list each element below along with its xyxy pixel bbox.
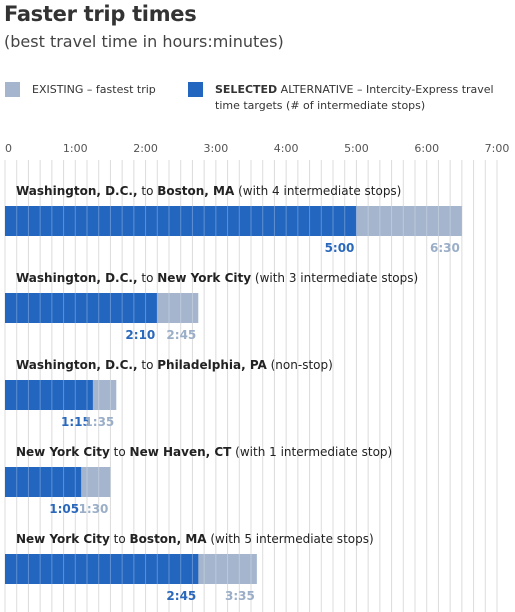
route-label-note: (non-stop) xyxy=(267,358,333,372)
value-label-selected: 2:45 xyxy=(166,589,196,603)
value-label-existing: 6:30 xyxy=(430,241,460,255)
route-label-from: Washington, D.C., xyxy=(16,184,138,198)
route-label-join: to xyxy=(138,358,158,372)
tick-label: 7:00 xyxy=(485,142,510,155)
bar-selected xyxy=(5,380,93,410)
route-label-to: New York City xyxy=(157,271,251,285)
value-label-existing: 2:45 xyxy=(166,328,196,342)
route-label-join: to xyxy=(110,445,130,459)
route-label-join: to xyxy=(110,532,130,546)
route-label-from: Washington, D.C., xyxy=(16,271,138,285)
tick-label: 6:00 xyxy=(414,142,439,155)
bar-selected xyxy=(5,467,82,497)
legend-selected-swatch xyxy=(188,82,203,97)
legend-selected: SELECTED ALTERNATIVE – Intercity-Express… xyxy=(188,82,510,118)
route-label-to: Boston, MA xyxy=(157,184,235,198)
route-label-to: Boston, MA xyxy=(130,532,208,546)
route-label: Washington, D.C., to New York City (with… xyxy=(16,271,418,285)
value-label-selected: 1:05 xyxy=(49,502,79,516)
legend-selected-bold: SELECTED xyxy=(215,83,278,96)
tick-label: 0 xyxy=(5,142,12,155)
route-label-from: New York City xyxy=(16,445,110,459)
route-label-from: New York City xyxy=(16,532,110,546)
bar-selected xyxy=(5,206,357,236)
legend-selected-rest: ALTERNATIVE – Intercity-Express travel t… xyxy=(215,83,494,112)
value-label-existing: 1:30 xyxy=(79,502,109,516)
legend-existing: EXISTING – fastest trip xyxy=(5,82,175,102)
route-label-note: (with 1 intermediate stop) xyxy=(231,445,392,459)
route-label: Washington, D.C., to Philadelphia, PA (n… xyxy=(16,358,333,372)
bar-selected xyxy=(5,293,158,323)
tick-label: 1:00 xyxy=(63,142,88,155)
route-label: New York City to Boston, MA (with 5 inte… xyxy=(16,532,374,546)
route-label-note: (with 4 intermediate stops) xyxy=(234,184,401,198)
value-label-selected: 2:10 xyxy=(125,328,155,342)
chart-title: Faster trip times xyxy=(4,2,197,26)
route-label: New York City to New Haven, CT (with 1 i… xyxy=(16,445,392,459)
tick-label: 2:00 xyxy=(133,142,158,155)
legend-existing-label: EXISTING – fastest trip xyxy=(32,83,156,96)
route-label-to: New Haven, CT xyxy=(130,445,233,459)
legend-selected-label: SELECTED ALTERNATIVE – Intercity-Express… xyxy=(215,82,515,114)
route-label-from: Washington, D.C., xyxy=(16,358,138,372)
value-label-selected: 1:15 xyxy=(61,415,91,429)
tick-label: 4:00 xyxy=(274,142,299,155)
route-label-note: (with 5 intermediate stops) xyxy=(207,532,374,546)
chart-subtitle: (best travel time in hours:minutes) xyxy=(4,32,284,51)
tick-label: 5:00 xyxy=(344,142,369,155)
route-label: Washington, D.C., to Boston, MA (with 4 … xyxy=(16,184,401,198)
route-label-join: to xyxy=(138,184,158,198)
value-label-selected: 5:00 xyxy=(325,241,355,255)
legend-existing-swatch xyxy=(5,82,20,97)
value-label-existing: 3:35 xyxy=(225,589,255,603)
value-label-existing: 1:35 xyxy=(84,415,114,429)
route-label-join: to xyxy=(138,271,158,285)
tick-label: 3:00 xyxy=(204,142,229,155)
route-label-note: (with 3 intermediate stops) xyxy=(251,271,418,285)
route-label-to: Philadelphia, PA xyxy=(157,358,267,372)
bar-selected xyxy=(5,554,199,584)
